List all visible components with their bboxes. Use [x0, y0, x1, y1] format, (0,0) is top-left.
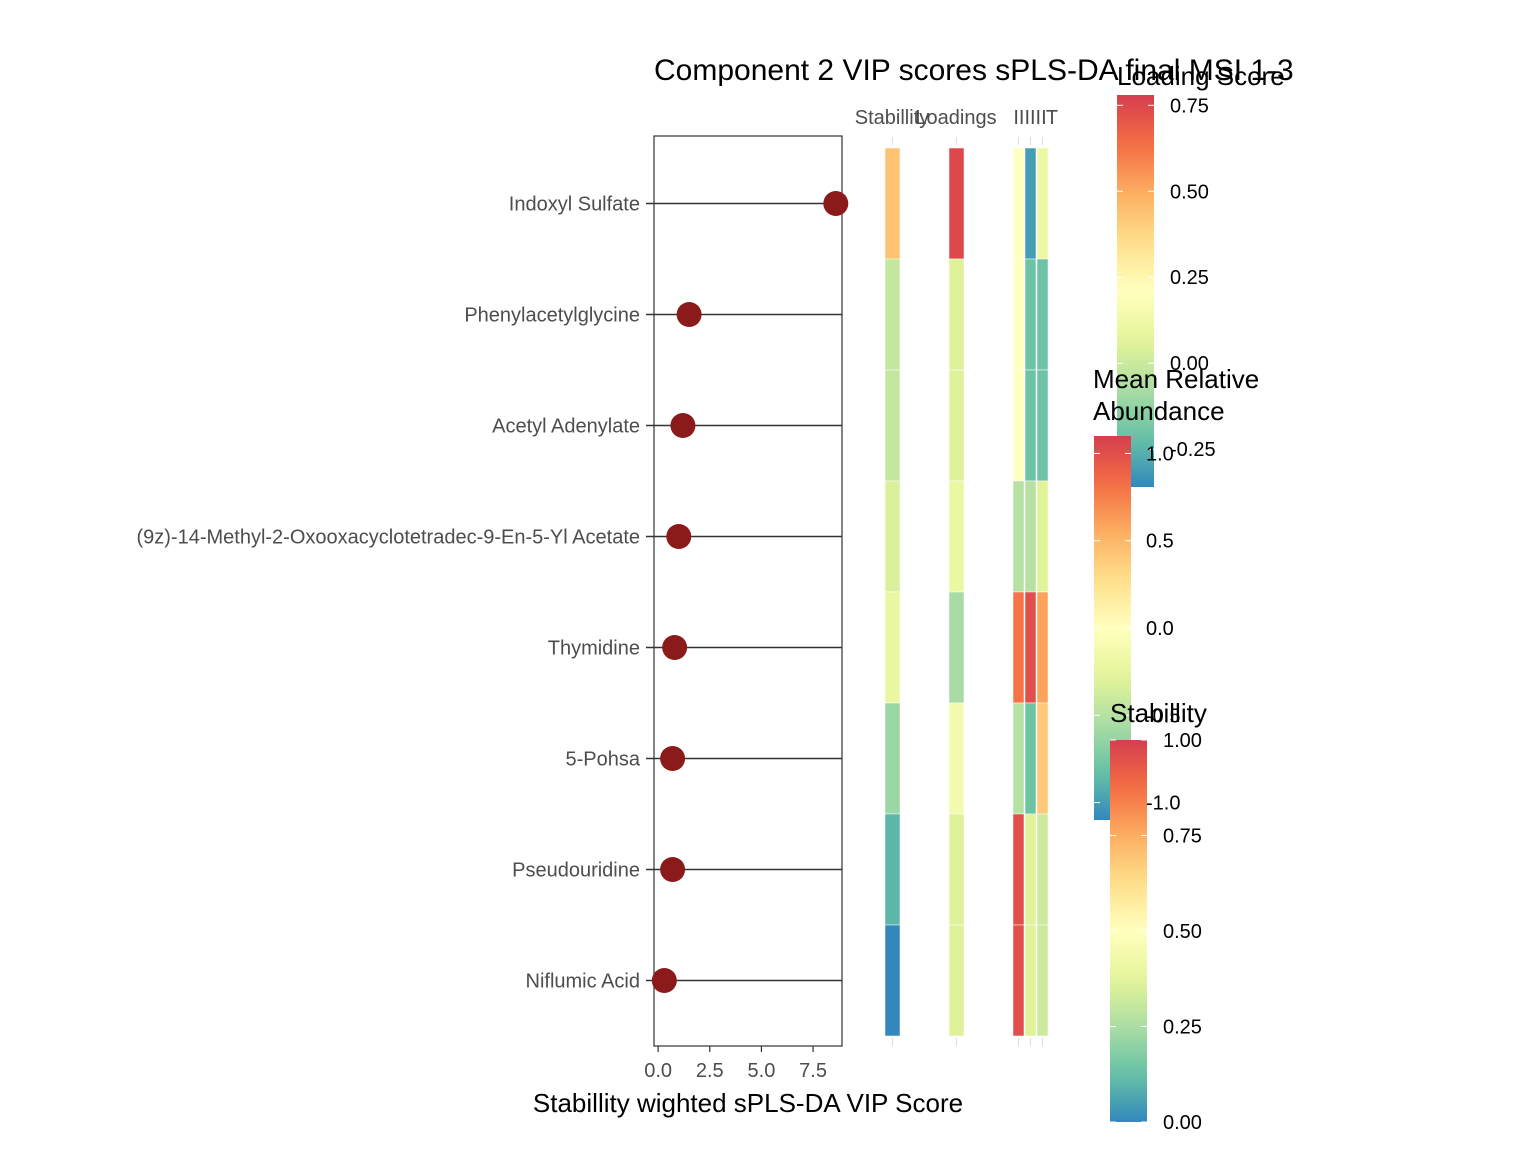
colorbar-tick-label: -0.5	[1146, 705, 1180, 727]
heatmap-cell	[1012, 369, 1025, 482]
heatmap-cell	[1024, 591, 1037, 704]
heatmap-cell	[884, 702, 901, 815]
heatmap-cell	[948, 480, 965, 593]
heatmap-cell	[1012, 702, 1025, 815]
heatmap-cell	[1012, 258, 1025, 371]
colorbar-tick-label: 0.00	[1163, 1112, 1202, 1134]
colorbar-tick-label: 1.00	[1163, 730, 1202, 752]
x-tick-label: 2.5	[696, 1060, 724, 1082]
heatmap-cell	[1012, 480, 1025, 593]
heatmap-cell	[1024, 924, 1037, 1037]
category-label: (9z)-14-Methyl-2-Oxooxacyclotetradec-9-E…	[136, 527, 640, 549]
heatmap-cell	[884, 258, 901, 371]
vip-point	[660, 746, 686, 771]
vip-point	[823, 191, 849, 216]
category-label: 5-Pohsa	[566, 749, 641, 771]
vip-point	[651, 968, 677, 993]
colorbar-legend: Loading Score 0.75 0.50 0.25 0.00 -0.25	[1117, 61, 1285, 487]
legends: Loading Score 0.75 0.50 0.25 0.00 -0.25 Mean R…	[1093, 61, 1285, 1134]
colorbar-tick-label: 0.25	[1163, 1017, 1202, 1039]
legend-title: Abundance	[1093, 396, 1225, 426]
heatmap-column-title: Stabillity	[855, 107, 929, 129]
category-label: Acetyl Adenylate	[492, 416, 640, 438]
heatmap-cell	[1036, 258, 1049, 371]
vip-point	[662, 635, 688, 660]
heatmap-cell	[1036, 591, 1049, 704]
heatmap-column-title: Loadings	[915, 107, 996, 129]
legend-title: Stabillity	[1110, 698, 1207, 728]
heatmap-cell	[948, 147, 965, 260]
heatmap-cell	[1036, 702, 1049, 815]
category-label: Phenylacetylglycine	[464, 305, 640, 327]
x-tick-label: 5.0	[748, 1060, 776, 1082]
heatmap-cell	[1024, 258, 1037, 371]
colorbar-tick-label: 0.00	[1170, 353, 1209, 375]
heatmap-cell	[884, 924, 901, 1037]
heatmap-cell	[948, 813, 965, 926]
heatmap-cell	[884, 591, 901, 704]
heatmap-cell	[1036, 813, 1049, 926]
x-tick-label: 0.0	[644, 1060, 672, 1082]
x-axis-title: Stabillity wighted sPLS-DA VIP Score	[533, 1088, 963, 1118]
vip-point	[666, 524, 692, 549]
heatmap-cell	[1036, 924, 1049, 1037]
colorbar-tick-label: 0.75	[1163, 826, 1202, 848]
heatmap-cell	[948, 702, 965, 815]
heatmap-cell	[948, 258, 965, 371]
colorbar-tick-label: 0.50	[1163, 921, 1202, 943]
heatmap-cell	[884, 480, 901, 593]
vip-point	[676, 302, 702, 327]
colorbar-tick-label: 1.0	[1146, 443, 1174, 465]
vip-point	[660, 857, 686, 882]
colorbar	[1117, 95, 1154, 487]
heatmap-cell	[1012, 924, 1025, 1037]
legend-title: Mean Relative	[1093, 364, 1259, 394]
heatmap-column-title: IIIIII	[1013, 107, 1046, 129]
colorbar-tick-label: 0.0	[1146, 618, 1174, 640]
chart-title: Component 2 VIP scores sPLS-DA final MSI…	[654, 54, 1294, 87]
heatmap-cell	[1024, 369, 1037, 482]
heatmap-cell	[1036, 369, 1049, 482]
heatmap-cell	[884, 813, 901, 926]
heatmap-cell	[1036, 480, 1049, 593]
colorbar-tick-label: 0.25	[1170, 267, 1209, 289]
heatmap-cell	[948, 924, 965, 1037]
heatmap-cell	[884, 147, 901, 260]
colorbar-tick-label: 0.5	[1146, 531, 1174, 553]
vip-point	[670, 413, 696, 438]
category-label: Niflumic Acid	[526, 971, 640, 993]
heatmap-cell	[1024, 702, 1037, 815]
heatmap-cell	[1012, 813, 1025, 926]
heatmap-cell	[948, 369, 965, 482]
colorbar-tick-label: 0.50	[1170, 181, 1209, 203]
heatmap-column-title: T	[1046, 107, 1058, 129]
legend-title: Loading Score	[1117, 61, 1285, 91]
category-label: Indoxyl Sulfate	[509, 194, 640, 216]
heatmap-cell	[1024, 480, 1037, 593]
heatmap-cell	[1012, 147, 1025, 260]
heatmap-cell	[1024, 813, 1037, 926]
lollipop-panel: Indoxyl Sulfate Phenylacetylglycine Acetyl…	[136, 135, 963, 1118]
category-label: Pseudouridine	[512, 860, 640, 882]
heatmap-cell	[884, 369, 901, 482]
colorbar	[1110, 740, 1147, 1122]
colorbar-tick-label: -1.0	[1146, 793, 1180, 815]
heatmap-cell	[1012, 591, 1025, 704]
x-tick-label: 7.5	[799, 1060, 827, 1082]
colorbar-tick-label: 0.75	[1170, 95, 1209, 117]
colorbar-tick-label: -0.25	[1170, 439, 1216, 461]
category-label: Thymidine	[548, 638, 640, 660]
panel-frame	[653, 135, 843, 1047]
heatmap-cell	[1036, 147, 1049, 260]
heatmap-cell	[948, 591, 965, 704]
heatmap-cell	[1024, 147, 1037, 260]
